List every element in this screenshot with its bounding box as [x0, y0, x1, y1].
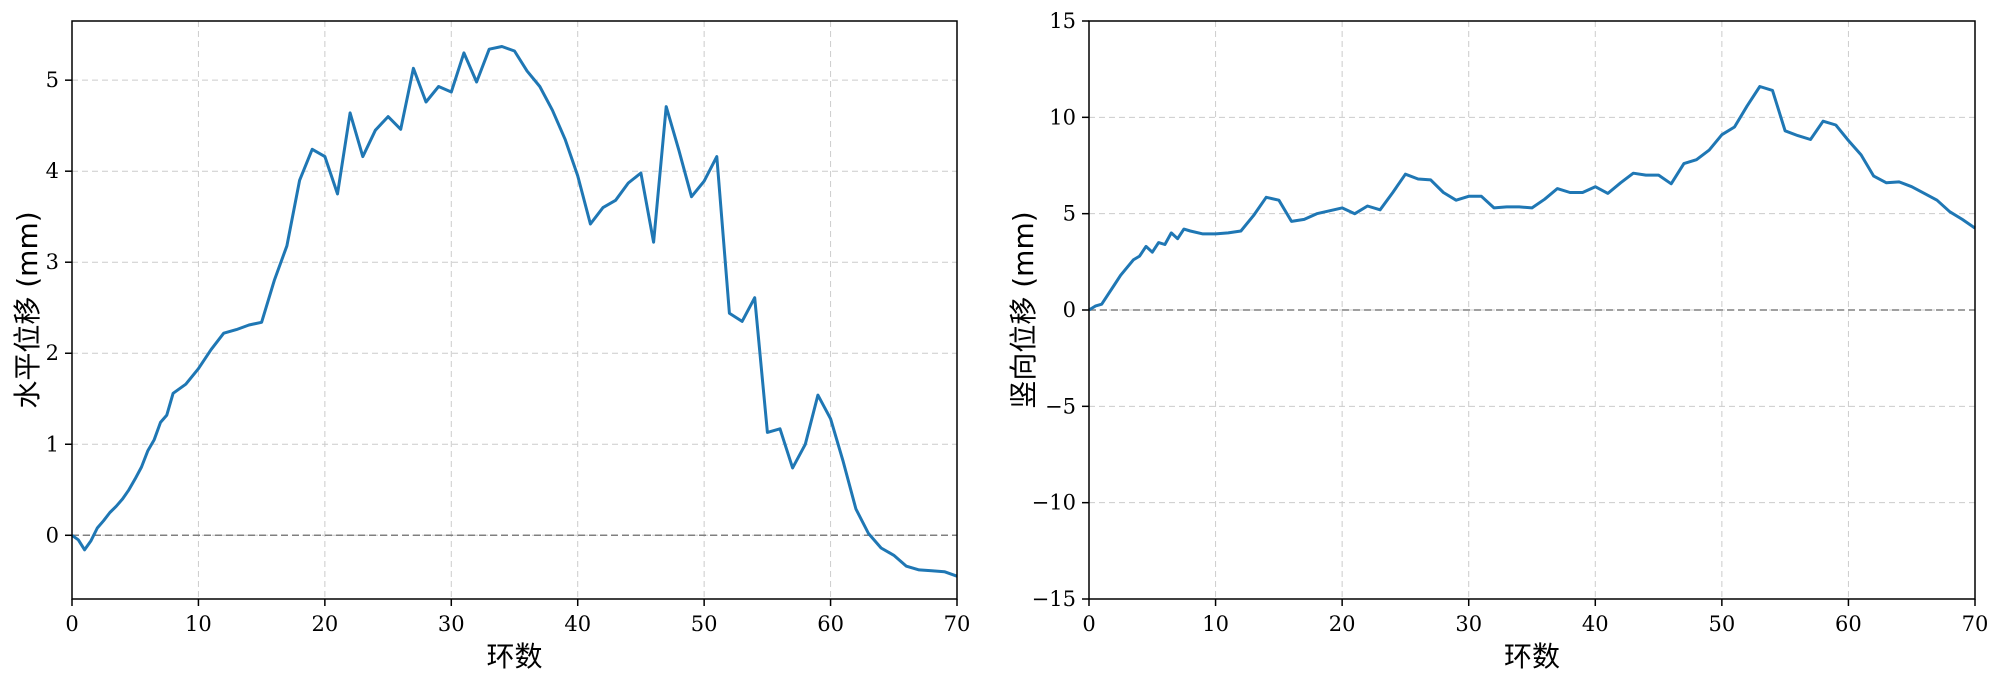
y-tick-label: 3 — [46, 250, 59, 274]
x-tick-label: 60 — [817, 612, 844, 636]
vertical-displacement-panel: 0 10 20 30 40 50 60 70 −15 −10 −5 0 5 10 15 环数 竖向位移 (m… — [1007, 9, 1988, 673]
x-tick-label: 70 — [944, 612, 971, 636]
y-axis-title: 竖向位移 (mm) — [1007, 211, 1040, 408]
x-axis-title: 环数 — [1504, 640, 1560, 673]
x-tick-label: 50 — [1708, 612, 1735, 636]
horizontal-displacement-series — [71, 45, 958, 578]
horizontal-displacement-panel: 0 10 20 30 40 50 60 70 0 1 2 3 4 5 环数 水平位移 (mm) — [11, 20, 971, 673]
y-tick-label: 0 — [46, 523, 59, 547]
y-tick-label: 4 — [46, 159, 59, 183]
x-tick-label: 50 — [691, 612, 718, 636]
x-tick-label: 30 — [438, 612, 465, 636]
y-tick-label: 1 — [46, 432, 59, 456]
axis-ticks: 0 10 20 30 40 50 60 70 −15 −10 −5 0 5 10 15 — [1032, 9, 1989, 636]
x-tick-label: 20 — [1329, 612, 1356, 636]
x-axis-title: 环数 — [486, 640, 542, 673]
x-tick-label: 70 — [1962, 612, 1989, 636]
y-tick-label: 15 — [1049, 9, 1076, 33]
axis-ticks: 0 10 20 30 40 50 60 70 0 1 2 3 4 5 — [46, 68, 971, 636]
x-tick-label: 20 — [311, 612, 338, 636]
y-axis-title: 水平位移 (mm) — [11, 211, 44, 408]
x-tick-label: 30 — [1455, 612, 1482, 636]
vertical-displacement-series — [1088, 85, 1976, 312]
x-tick-label: 0 — [65, 612, 78, 636]
x-tick-label: 40 — [1582, 612, 1609, 636]
plot-frame — [71, 20, 958, 600]
y-tick-label: 2 — [46, 341, 59, 365]
y-tick-label: −15 — [1032, 587, 1076, 611]
y-tick-label: 10 — [1049, 105, 1076, 129]
x-tick-label: 10 — [1202, 612, 1229, 636]
y-tick-label: −10 — [1032, 491, 1076, 515]
x-tick-label: 40 — [564, 612, 591, 636]
x-tick-label: 0 — [1082, 612, 1095, 636]
y-tick-label: 5 — [46, 68, 59, 92]
x-tick-label: 60 — [1835, 612, 1862, 636]
y-tick-label: −5 — [1045, 394, 1076, 418]
y-tick-label: 0 — [1063, 298, 1076, 322]
x-tick-label: 10 — [185, 612, 212, 636]
y-tick-label: 5 — [1063, 202, 1076, 226]
grid-lines — [71, 21, 958, 599]
